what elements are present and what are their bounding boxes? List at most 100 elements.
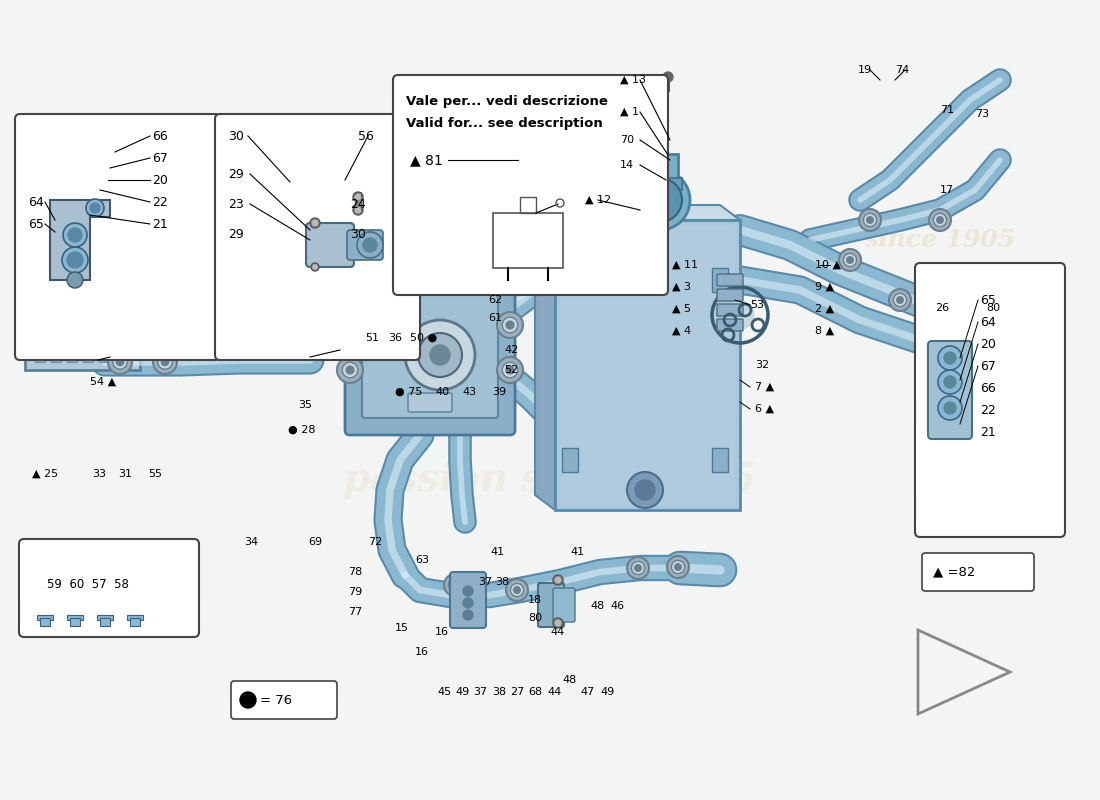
Circle shape [162, 308, 168, 315]
Circle shape [405, 320, 475, 390]
Text: 20: 20 [980, 338, 996, 350]
Circle shape [113, 302, 128, 317]
Circle shape [353, 192, 363, 202]
Bar [0, 220, 1100, 300]
Circle shape [463, 610, 473, 620]
Circle shape [630, 170, 690, 230]
Circle shape [68, 228, 82, 242]
FancyBboxPatch shape [928, 341, 972, 439]
Text: 2 ▲: 2 ▲ [815, 304, 834, 314]
Text: ▲ 4: ▲ 4 [672, 326, 691, 336]
Circle shape [449, 578, 462, 592]
Text: 66: 66 [980, 382, 996, 394]
Bar [355, 192, 361, 210]
FancyBboxPatch shape [922, 553, 1034, 591]
Circle shape [62, 247, 88, 273]
Text: 30: 30 [350, 227, 366, 241]
Circle shape [86, 199, 104, 217]
Circle shape [503, 362, 518, 378]
Circle shape [363, 238, 377, 252]
Text: 61: 61 [488, 313, 502, 323]
Circle shape [90, 203, 100, 213]
Text: 44: 44 [550, 627, 564, 637]
FancyBboxPatch shape [214, 114, 420, 360]
Circle shape [506, 579, 528, 601]
FancyBboxPatch shape [1015, 282, 1049, 358]
Circle shape [358, 232, 383, 258]
Bar [67, 168, 77, 362]
Text: ● 28: ● 28 [288, 425, 316, 435]
Circle shape [342, 362, 358, 378]
Bar [67, 615, 82, 620]
FancyBboxPatch shape [408, 393, 452, 412]
Text: 21: 21 [152, 218, 167, 230]
Bar [560, 225, 735, 505]
FancyBboxPatch shape [717, 304, 743, 316]
Bar [0, 720, 1100, 800]
Text: 62: 62 [488, 295, 502, 305]
Text: Valid for... see description: Valid for... see description [406, 118, 603, 130]
Bar [0, 420, 1100, 500]
Text: 77: 77 [348, 607, 362, 617]
Circle shape [314, 265, 317, 269]
Text: 22: 22 [152, 195, 167, 209]
Text: 50 ●: 50 ● [410, 333, 438, 343]
FancyBboxPatch shape [717, 289, 743, 301]
Polygon shape [556, 220, 740, 510]
Text: 74: 74 [895, 65, 910, 75]
FancyBboxPatch shape [362, 292, 498, 418]
Circle shape [510, 583, 524, 597]
Bar [99, 168, 109, 362]
Text: 37: 37 [478, 577, 492, 587]
Circle shape [463, 598, 473, 608]
Circle shape [386, 337, 394, 343]
Text: 39: 39 [492, 387, 506, 397]
Circle shape [506, 366, 514, 374]
Bar [562, 268, 578, 292]
Circle shape [117, 306, 123, 314]
FancyBboxPatch shape [450, 572, 486, 628]
Bar [40, 618, 49, 626]
Text: 16: 16 [434, 627, 449, 637]
Circle shape [938, 370, 962, 394]
Circle shape [506, 321, 514, 329]
Circle shape [864, 214, 877, 226]
Text: 29: 29 [228, 167, 244, 181]
Circle shape [67, 252, 82, 268]
Circle shape [553, 618, 563, 628]
FancyBboxPatch shape [345, 275, 515, 435]
Text: 19: 19 [858, 65, 872, 75]
Bar [116, 168, 125, 362]
Bar [126, 615, 143, 620]
Text: 51: 51 [365, 333, 380, 343]
Bar [35, 168, 45, 362]
Circle shape [108, 298, 132, 322]
Text: 67: 67 [152, 151, 168, 165]
Text: 70: 70 [620, 135, 634, 145]
Bar [712, 268, 728, 292]
Circle shape [312, 221, 318, 226]
Text: 9 ▲: 9 ▲ [815, 282, 834, 292]
Circle shape [376, 337, 384, 343]
Text: passion since 1905: passion since 1905 [343, 461, 757, 499]
Text: ▲ =82: ▲ =82 [933, 566, 976, 578]
Text: 65: 65 [28, 218, 44, 230]
Text: 34: 34 [244, 537, 258, 547]
Text: 55: 55 [148, 469, 162, 479]
Bar [130, 618, 140, 626]
Bar [51, 168, 60, 362]
FancyBboxPatch shape [346, 230, 383, 260]
Circle shape [844, 254, 857, 266]
Circle shape [346, 366, 354, 374]
Circle shape [310, 218, 320, 228]
Text: ▲ 81: ▲ 81 [410, 153, 442, 167]
Circle shape [353, 205, 363, 215]
Circle shape [631, 562, 645, 574]
Text: ▲ 11: ▲ 11 [672, 260, 698, 270]
Circle shape [937, 217, 944, 223]
Bar [97, 615, 113, 620]
Circle shape [418, 333, 462, 377]
Circle shape [671, 560, 684, 574]
Circle shape [514, 586, 520, 594]
Circle shape [944, 376, 956, 388]
